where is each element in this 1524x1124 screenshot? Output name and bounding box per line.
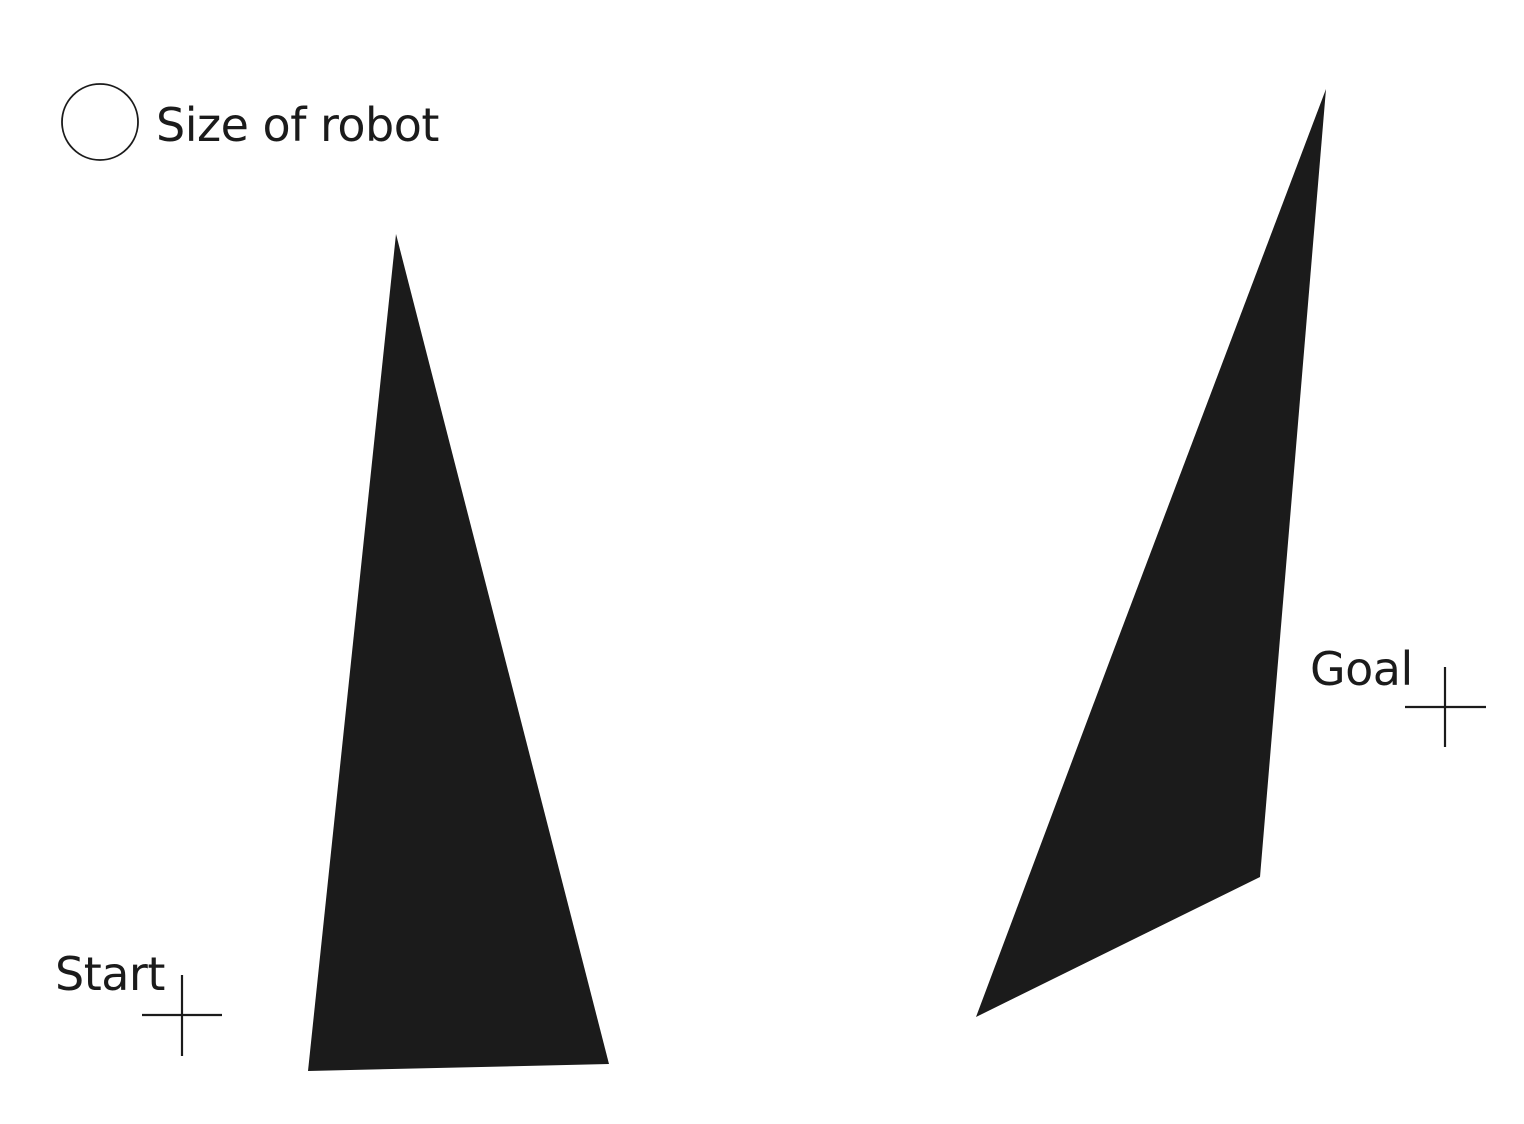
robot-size-legend: Size of robot (61, 83, 439, 161)
start-crosshair-icon (142, 975, 222, 1056)
obstacle-right-quadrilateral (976, 89, 1326, 1017)
start-marker: Start (55, 947, 222, 1056)
start-label: Start (55, 947, 165, 1001)
obstacle-left-triangle (308, 234, 609, 1071)
goal-label: Goal (1310, 642, 1413, 696)
goal-marker: Goal (1310, 642, 1486, 747)
goal-crosshair-icon (1405, 667, 1486, 747)
robot-size-circle (61, 83, 139, 161)
robot-size-label: Size of robot (156, 98, 439, 152)
